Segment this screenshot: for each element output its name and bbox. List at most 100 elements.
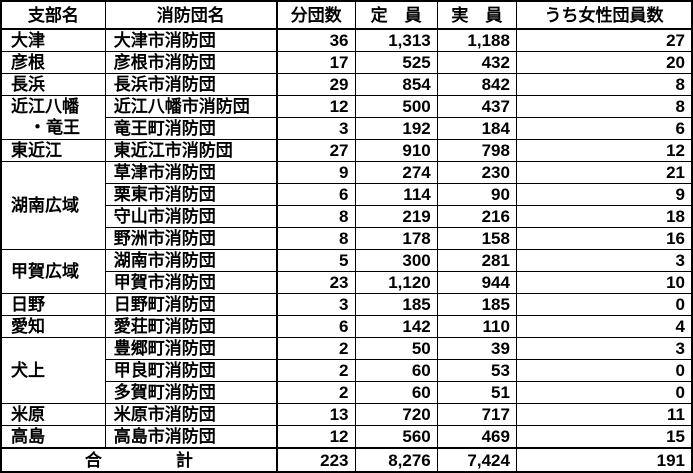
capacity-cell: 60 bbox=[354, 381, 438, 404]
table-row: 守山市消防団 8 219 216 18 bbox=[1, 205, 693, 228]
brigade-name-cell: 米原市消防団 bbox=[104, 403, 278, 426]
capacity-cell: 50 bbox=[354, 337, 438, 360]
branch-cell: 甲賀広域 bbox=[0, 249, 106, 294]
female-cell: 16 bbox=[515, 227, 693, 250]
brigade-name-cell: 守山市消防団 bbox=[104, 205, 278, 228]
branch-name: 高島 bbox=[11, 427, 45, 446]
divisions-cell: 17 bbox=[276, 51, 356, 74]
branch-name: 愛知 bbox=[11, 317, 45, 336]
divisions-cell: 13 bbox=[276, 403, 356, 426]
actual-cell: 216 bbox=[436, 205, 517, 228]
table-row: 多賀町消防団 2 60 51 0 bbox=[1, 381, 693, 404]
header-branch: 支部名 bbox=[0, 0, 106, 30]
capacity-cell: 142 bbox=[354, 315, 438, 338]
brigade-name-cell: 野洲市消防団 bbox=[104, 227, 278, 250]
divisions-cell: 3 bbox=[276, 293, 356, 316]
female-cell: 9 bbox=[515, 183, 693, 206]
capacity-cell: 300 bbox=[354, 249, 438, 272]
actual-cell: 944 bbox=[436, 271, 517, 294]
branch-name: 日野 bbox=[11, 295, 45, 314]
divisions-cell: 23 bbox=[276, 271, 356, 294]
branch-name: 米原 bbox=[11, 405, 45, 424]
actual-cell: 230 bbox=[436, 161, 517, 184]
actual-cell: 432 bbox=[436, 51, 517, 74]
total-actual-cell: 7,424 bbox=[436, 447, 517, 473]
capacity-cell: 910 bbox=[354, 139, 438, 162]
capacity-cell: 60 bbox=[354, 359, 438, 382]
branch-name: 甲賀広域 bbox=[11, 262, 79, 281]
table-row: 近江八幡 ・竜王 近江八幡市消防団 12 500 437 8 bbox=[0, 95, 693, 140]
header-capacity: 定 員 bbox=[354, 0, 438, 30]
capacity-cell: 192 bbox=[354, 117, 438, 140]
actual-cell: 842 bbox=[436, 73, 517, 96]
branch-name: 東近江 bbox=[11, 141, 62, 160]
table-row: 高島 高島市消防団 12 560 469 15 bbox=[0, 425, 693, 449]
actual-cell: 469 bbox=[436, 425, 517, 449]
capacity-cell: 274 bbox=[354, 161, 438, 184]
table-row: 湖南広域 草津市消防団 9 274 230 21 bbox=[0, 161, 693, 250]
brigade-name-cell: 甲良町消防団 bbox=[104, 359, 278, 382]
capacity-cell: 500 bbox=[354, 95, 438, 118]
female-cell: 20 bbox=[515, 51, 693, 74]
branch-cell: 米原 bbox=[0, 403, 106, 426]
capacity-cell: 1,120 bbox=[354, 271, 438, 294]
total-female-cell: 191 bbox=[515, 447, 693, 473]
actual-cell: 158 bbox=[436, 227, 517, 250]
branch-cell: 湖南広域 bbox=[0, 161, 106, 250]
divisions-cell: 8 bbox=[276, 227, 356, 250]
actual-cell: 1,188 bbox=[436, 28, 517, 52]
brigade-name-cell: 甲賀市消防団 bbox=[104, 271, 278, 294]
branch-cell: 犬上 bbox=[0, 337, 106, 404]
actual-cell: 437 bbox=[436, 95, 517, 118]
divisions-cell: 2 bbox=[276, 337, 356, 360]
divisions-cell: 36 bbox=[276, 28, 356, 52]
brigade-name-cell: 豊郷町消防団 bbox=[104, 337, 278, 360]
brigade-name-cell: 竜王町消防団 bbox=[104, 117, 278, 140]
branch-name: 大津 bbox=[11, 31, 45, 50]
brigade-name-cell: 湖南市消防団 bbox=[104, 249, 278, 272]
branch-cell: 愛知 bbox=[0, 315, 106, 338]
actual-cell: 184 bbox=[436, 117, 517, 140]
divisions-cell: 6 bbox=[276, 315, 356, 338]
divisions-cell: 2 bbox=[276, 381, 356, 404]
female-cell: 10 bbox=[515, 271, 693, 294]
table-row: 甲賀広域 湖南市消防団 5 300 281 3 bbox=[0, 249, 693, 294]
actual-cell: 51 bbox=[436, 381, 517, 404]
table-row: 彦根 彦根市消防団 17 525 432 20 bbox=[0, 51, 693, 74]
branch-cell: 大津 bbox=[0, 28, 106, 52]
actual-cell: 185 bbox=[436, 293, 517, 316]
actual-cell: 281 bbox=[436, 249, 517, 272]
divisions-cell: 12 bbox=[276, 95, 356, 118]
table-row: 竜王町消防団 3 192 184 6 bbox=[1, 117, 693, 140]
capacity-cell: 854 bbox=[354, 73, 438, 96]
capacity-cell: 114 bbox=[354, 183, 438, 206]
brigade-name-cell: 愛荘町消防団 bbox=[104, 315, 278, 338]
brigade-name-cell: 長浜市消防団 bbox=[104, 73, 278, 96]
brigade-name-cell: 彦根市消防団 bbox=[104, 51, 278, 74]
female-cell: 3 bbox=[515, 249, 693, 272]
female-cell: 12 bbox=[515, 139, 693, 162]
divisions-cell: 2 bbox=[276, 359, 356, 382]
female-cell: 3 bbox=[515, 337, 693, 360]
brigade-name-cell: 近江八幡市消防団 bbox=[104, 95, 278, 118]
table-body: 大津 大津市消防団 36 1,313 1,188 27 彦根 彦根市消防団 17 525 432 20… bbox=[0, 28, 693, 449]
branch-cell: 近江八幡 ・竜王 bbox=[0, 95, 106, 140]
table-row: 甲良町消防団 2 60 53 0 bbox=[1, 359, 693, 382]
table-row: 東近江 東近江市消防団 27 910 798 12 bbox=[0, 139, 693, 162]
divisions-cell: 12 bbox=[276, 425, 356, 449]
divisions-cell: 5 bbox=[276, 249, 356, 272]
actual-cell: 110 bbox=[436, 315, 517, 338]
header-divisions: 分団数 bbox=[276, 0, 356, 30]
table-row: 犬上 豊郷町消防団 2 50 39 3 bbox=[0, 337, 693, 404]
header-actual: 実 員 bbox=[436, 0, 517, 30]
table-row: 長浜 長浜市消防団 29 854 842 8 bbox=[0, 73, 693, 96]
actual-cell: 53 bbox=[436, 359, 517, 382]
female-cell: 8 bbox=[515, 95, 693, 118]
capacity-cell: 1,313 bbox=[354, 28, 438, 52]
total-label-char-2: 計 bbox=[175, 450, 193, 470]
actual-cell: 39 bbox=[436, 337, 517, 360]
female-cell: 6 bbox=[515, 117, 693, 140]
total-divisions-cell: 223 bbox=[276, 447, 356, 473]
